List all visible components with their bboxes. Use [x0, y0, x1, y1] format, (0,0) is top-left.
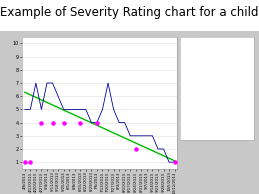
Point: [28, 161, 32, 164]
Point: [39, 121, 44, 124]
Point: [172, 161, 177, 164]
Legend: Daily Average, SRS (Twice), Trend (Severity
Ratings): Daily Average, SRS (Twice), Trend (Sever…: [205, 37, 247, 68]
Text: Example of Severity Rating chart for a child: Example of Severity Rating chart for a c…: [0, 6, 259, 19]
Point: [95, 121, 99, 124]
Point: [78, 121, 82, 124]
Point: [51, 121, 55, 124]
Point: [23, 161, 27, 164]
Point: [62, 121, 66, 124]
Point: [134, 147, 138, 151]
